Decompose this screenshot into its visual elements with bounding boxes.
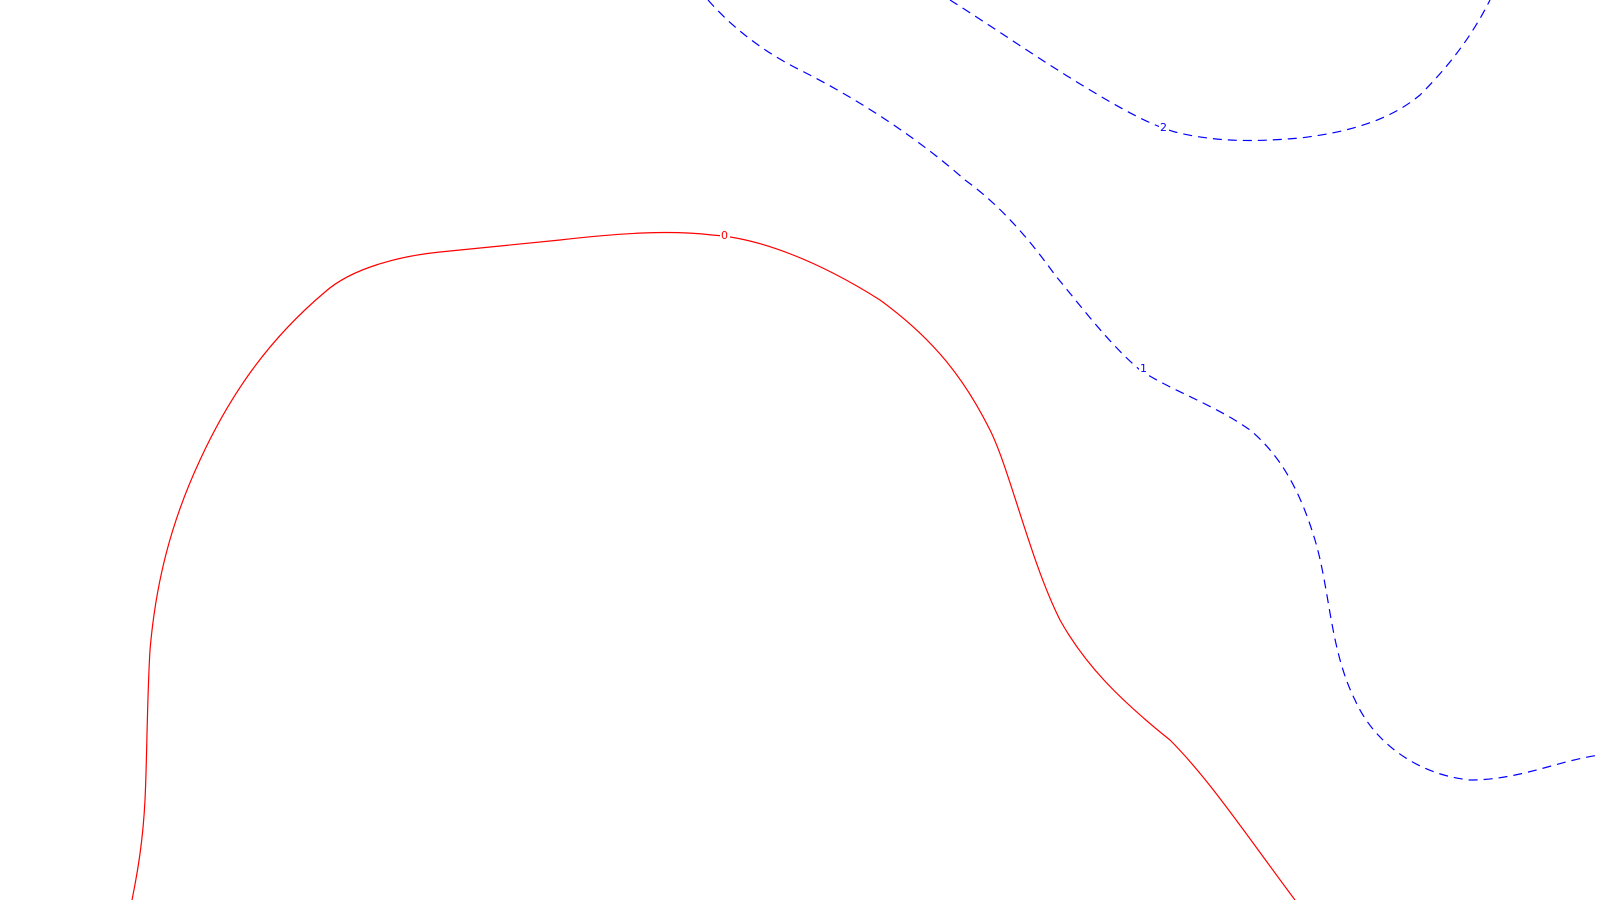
contour-label-2: 2 <box>1160 121 1167 134</box>
label-bg-1 <box>1139 361 1149 373</box>
contour-line-2 <box>949 0 1491 142</box>
contour-line-1 <box>707 0 1600 781</box>
contour-label-1: 1 <box>1140 362 1147 375</box>
contour-label-0: 0 <box>721 229 728 242</box>
label-bg-0 <box>720 228 730 240</box>
contour-line-0 <box>131 231 1296 900</box>
label-bg-2 <box>1159 120 1169 132</box>
